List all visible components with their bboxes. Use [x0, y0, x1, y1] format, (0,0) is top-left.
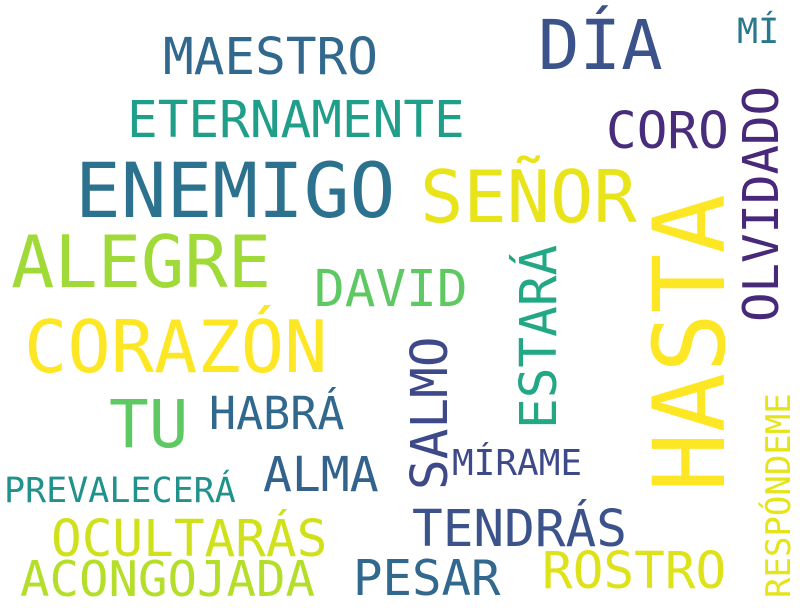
word-olvidado: OLVIDADO	[733, 85, 790, 322]
word-coro: CORO	[606, 102, 729, 161]
word-tendras: TENDRÁS	[412, 500, 627, 559]
word-tu: TU	[109, 386, 189, 463]
word-corazon: CORAZÓN	[24, 305, 328, 389]
word-pesar: PESAR	[353, 550, 501, 607]
word-enemigo: ENEMIGO	[75, 146, 396, 235]
word-ocultaras: OCULTARÁS	[51, 510, 328, 569]
word-salmo: SALMO	[401, 336, 460, 490]
word-respondeme: RESPÓNDEME	[759, 393, 799, 598]
word-dia: DÍA	[538, 6, 663, 86]
word-senor: SEÑOR	[420, 155, 637, 239]
word-mi: MÍ	[737, 12, 780, 52]
word-david: DAVID	[314, 260, 468, 319]
word-eternamente: ETERNAMENTE	[127, 91, 465, 150]
word-hasta: HASTA	[633, 193, 748, 492]
word-alegre: ALEGRE	[11, 220, 272, 304]
word-estara: ESTARÁ	[510, 244, 569, 429]
word-maestro: MAESTRO	[163, 28, 378, 87]
word-alma: ALMA	[263, 447, 379, 503]
word-mirame: MÍRAME	[452, 443, 583, 484]
word-rostro: ROSTRO	[542, 542, 727, 601]
word-acongojada: ACONGOJADA	[20, 551, 316, 608]
word-prevalecera: PREVALECERÁ	[4, 471, 236, 511]
word-habra: HABRÁ	[209, 387, 345, 440]
